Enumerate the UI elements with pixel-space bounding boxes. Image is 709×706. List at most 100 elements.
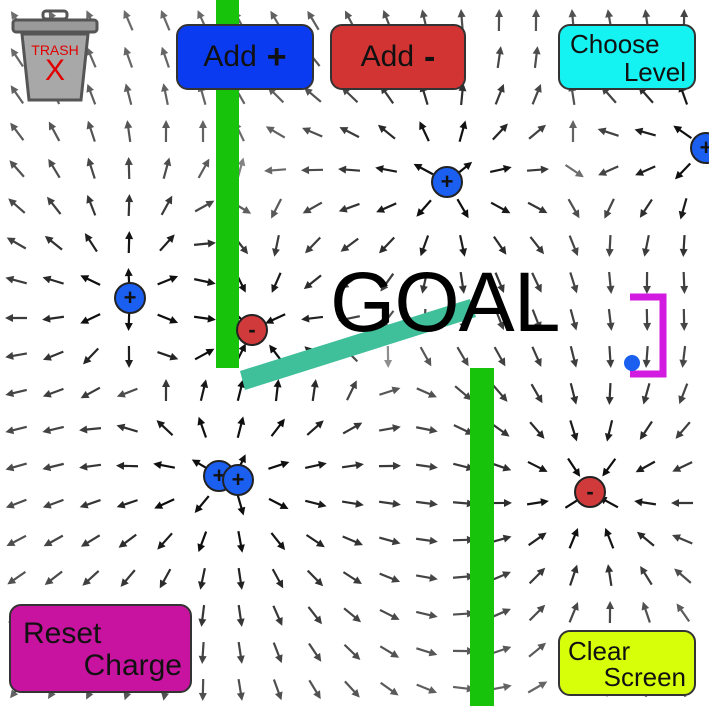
field-arrow-head	[340, 243, 350, 252]
field-arrow-head	[429, 499, 438, 508]
field-arrow-head	[635, 464, 645, 473]
field-arrow-head	[86, 157, 95, 167]
field-arrow-head	[280, 460, 290, 469]
field-arrow-head	[116, 461, 125, 470]
field-arrow-head	[391, 575, 401, 583]
field-arrow-head	[242, 206, 252, 214]
positive-charge[interactable]: +	[222, 464, 254, 496]
field-arrow-head	[279, 501, 289, 510]
field-arrow-head	[605, 564, 614, 573]
field-arrow-head	[86, 194, 94, 204]
field-arrow-head	[419, 9, 428, 19]
field-arrow-head	[641, 395, 650, 405]
positive-charge[interactable]: +	[431, 166, 463, 198]
minus-icon: -	[248, 317, 255, 342]
field-arrow-head	[352, 614, 362, 623]
field-arrow-head	[351, 688, 360, 698]
field-arrow-head	[79, 462, 88, 471]
field-arrow-head	[679, 248, 688, 257]
field-arrow-head	[497, 83, 505, 93]
field-arrow-head	[384, 359, 393, 368]
field-arrow-head	[380, 319, 389, 329]
plus-icon: +	[266, 37, 287, 76]
clear-screen-button[interactable]: Clear Screen	[558, 630, 696, 696]
field-arrow-head	[162, 379, 171, 388]
field-arrow-head	[156, 420, 166, 429]
field-arrow-head	[48, 121, 57, 131]
field-arrow-head	[606, 359, 615, 368]
field-arrow-head	[392, 424, 401, 433]
field-arrow-head	[641, 601, 650, 611]
field-arrow-head	[461, 357, 469, 367]
field-arrow-head	[537, 124, 546, 133]
field-arrow-head	[375, 165, 384, 174]
field-arrow-head	[570, 358, 579, 368]
puck[interactable]	[624, 355, 640, 371]
field-arrow-head	[503, 165, 512, 173]
field-arrow-head	[532, 46, 541, 55]
negative-charge[interactable]: -	[574, 476, 606, 508]
choose-level-button[interactable]: Choose Level	[558, 24, 696, 90]
field-arrow-head	[461, 209, 469, 219]
field-arrow-head	[86, 83, 94, 93]
field-arrow-head	[84, 233, 93, 242]
field-arrow-head	[47, 196, 56, 206]
field-arrow-head	[640, 565, 648, 575]
field-arrow-head	[419, 121, 427, 131]
field-arrow-head	[428, 611, 438, 620]
field-arrow-head	[540, 165, 549, 174]
field-arrow-head	[123, 46, 132, 56]
field-arrow-head	[5, 426, 15, 435]
field-arrow-head	[495, 46, 504, 55]
field-arrow-head	[502, 571, 511, 579]
choose-level-label-line1: Choose	[570, 29, 660, 59]
field-arrow-head	[538, 464, 548, 472]
field-arrow-head	[161, 692, 169, 701]
field-arrows	[5, 9, 694, 701]
field-arrow-head	[197, 10, 205, 20]
field-arrow-head	[318, 461, 327, 469]
field-arrow-head	[164, 195, 173, 205]
field-arrow-head	[205, 200, 215, 209]
field-arrow-head	[568, 9, 577, 18]
field-arrow-head	[428, 648, 438, 657]
field-arrow-head	[536, 567, 546, 577]
add-positive-label: Add	[203, 40, 257, 73]
add-negative-button[interactable]: Add -	[330, 24, 466, 90]
field-arrow-head	[5, 389, 15, 398]
field-arrow-head	[680, 9, 689, 18]
field-arrow-head	[538, 681, 548, 689]
choose-level-label-line2: Level	[623, 57, 686, 87]
positive-charge[interactable]: +	[690, 132, 709, 164]
field-arrow-head	[239, 245, 249, 255]
reset-charge-button[interactable]: Reset Charge	[9, 604, 192, 693]
field-arrow-head	[123, 83, 132, 93]
field-arrow-head	[642, 359, 651, 368]
field-arrow-head	[536, 604, 546, 614]
positive-charge[interactable]: +	[114, 282, 146, 314]
field-arrow-head	[534, 83, 542, 93]
field-arrow-head	[269, 344, 278, 354]
field-arrow-head	[597, 127, 607, 136]
field-arrow-head	[534, 283, 542, 293]
field-arrow-head	[355, 499, 364, 508]
field-arrow-head	[198, 581, 206, 590]
field-arrow-head	[537, 532, 547, 541]
field-arrow-head	[169, 352, 179, 361]
negative-charge[interactable]: -	[236, 314, 268, 346]
field-arrow-head	[42, 389, 52, 398]
add-positive-button[interactable]: Add +	[176, 24, 314, 90]
field-arrow-head	[205, 348, 215, 357]
trash-can[interactable]: TRASH X	[10, 8, 100, 106]
field-arrow-head	[275, 616, 283, 626]
minus-icon: -	[424, 37, 436, 76]
field-arrow-head	[606, 601, 615, 610]
field-arrow-head	[236, 581, 245, 590]
field-arrow-head	[338, 165, 347, 174]
field-arrow-head	[315, 539, 325, 548]
clear-screen-label-line2: Screen	[603, 662, 686, 692]
field-arrow-head	[570, 395, 579, 405]
field-arrow-head	[42, 275, 52, 284]
field-arrow-head	[207, 278, 216, 286]
